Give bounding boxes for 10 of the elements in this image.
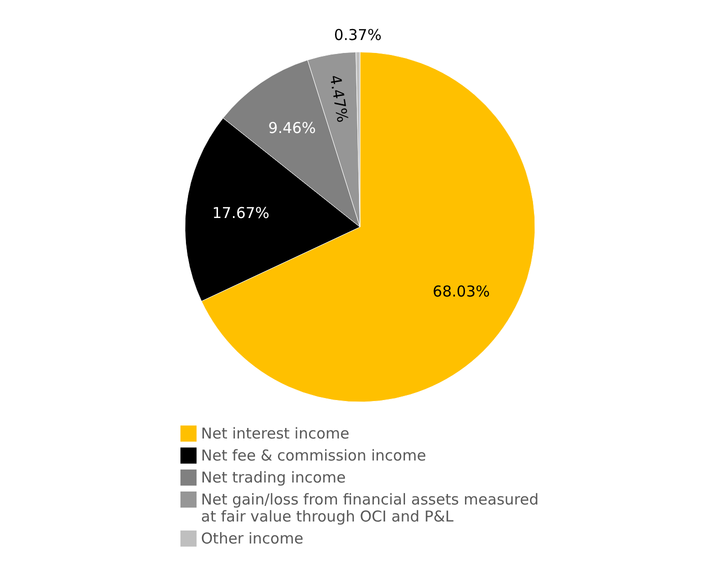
data-label: 4.47% xyxy=(326,74,352,124)
legend-label: Net fee & commission income xyxy=(201,446,426,464)
data-label: 0.37% xyxy=(334,26,382,44)
legend-label: Net gain/loss from financial assets measured at fair value through OCI and P&L xyxy=(201,490,539,526)
legend-label: Net trading income xyxy=(201,468,346,486)
data-label: 9.46% xyxy=(268,119,316,138)
data-label: 17.67% xyxy=(212,204,270,222)
data-label: 68.03% xyxy=(432,282,490,300)
legend-label: Net interest income xyxy=(201,424,350,442)
legend-label: Other income xyxy=(201,530,304,548)
